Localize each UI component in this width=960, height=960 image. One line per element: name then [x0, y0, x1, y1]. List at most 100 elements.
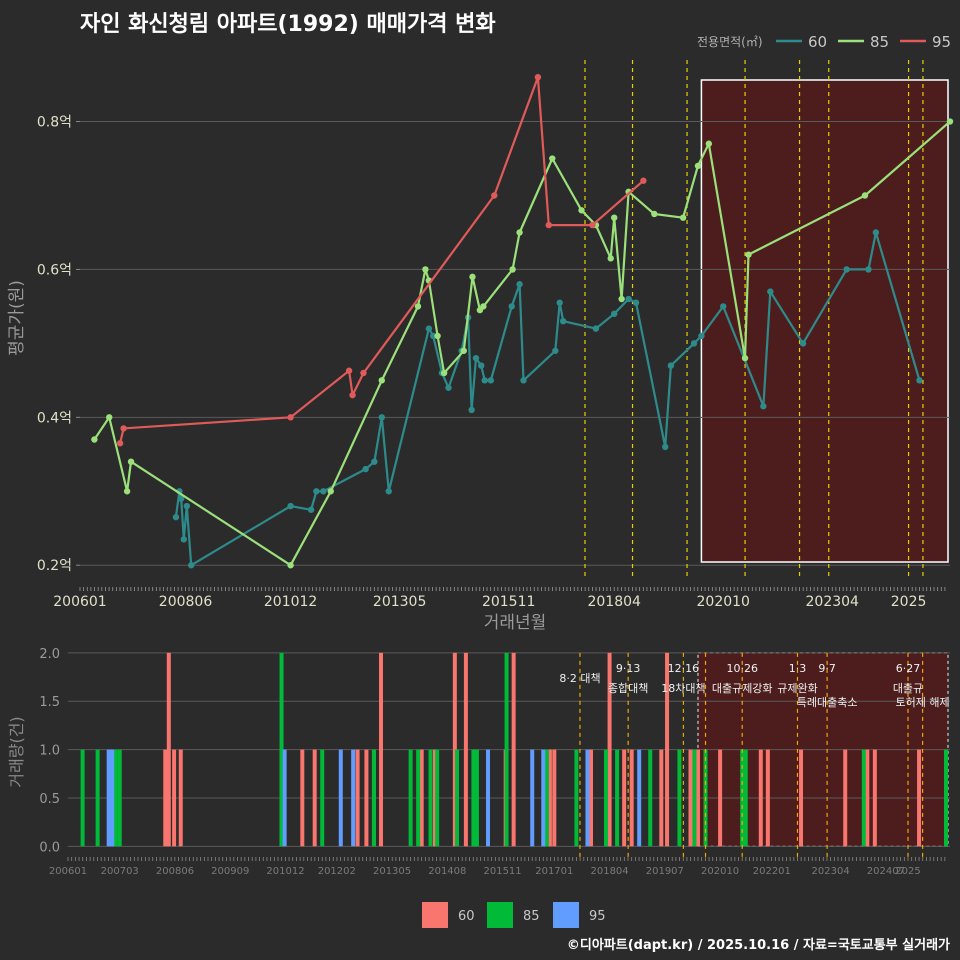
- data-point-60: [385, 488, 392, 495]
- data-point-85: [651, 210, 658, 218]
- volume-bar-60: [419, 749, 424, 847]
- volume-x-tick-label: 201305: [373, 866, 411, 877]
- data-point-60: [516, 281, 523, 288]
- data-point-85: [106, 414, 113, 421]
- policy-label-name: 18차대책: [661, 682, 705, 695]
- data-point-60: [425, 325, 433, 332]
- data-point-60: [592, 325, 600, 332]
- data-point-85: [861, 192, 869, 199]
- data-point-60: [559, 317, 567, 325]
- volume-x-tick-label: 201408: [428, 866, 466, 877]
- data-point-60: [478, 362, 485, 369]
- volume-x-tick-label: 201907: [646, 866, 684, 877]
- data-point-60: [767, 288, 774, 295]
- volume-x-tick-label: 202201: [753, 866, 791, 877]
- price-y-axis-label: 평균가(원): [7, 280, 27, 356]
- data-point-85: [127, 458, 135, 465]
- data-point-60: [690, 340, 698, 347]
- bottom-legend: 60 85 95: [422, 902, 606, 928]
- data-point-95: [287, 414, 294, 421]
- data-point-85: [578, 207, 585, 214]
- data-point-60: [556, 299, 563, 306]
- volume-bar-85: [95, 749, 100, 847]
- volume-bars: [80, 652, 948, 847]
- data-point-60: [667, 362, 675, 369]
- volume-bar-95: [541, 749, 546, 847]
- volume-bar-60: [765, 749, 770, 847]
- legend-label-60: 60: [808, 33, 827, 51]
- data-point-95: [360, 369, 367, 377]
- data-point-60: [362, 465, 369, 473]
- data-point-85: [327, 488, 334, 495]
- data-point-95: [120, 425, 127, 432]
- volume-bar-60: [312, 749, 317, 847]
- volume-bar-60: [799, 749, 804, 847]
- volume-bar-60: [589, 749, 594, 847]
- volume-x-tick-label: 202010: [701, 866, 739, 877]
- policy-label-name: 8·2 대책: [559, 672, 600, 685]
- volume-bar-60: [364, 749, 369, 847]
- price-x-tick-label: 200806: [159, 594, 213, 610]
- volume-bar-60: [622, 749, 627, 847]
- data-point-85: [509, 266, 516, 273]
- price-x-tick-label: 202010: [697, 594, 750, 610]
- price-y-tick-label: 0.8억: [37, 115, 72, 131]
- volume-bar-60: [452, 652, 457, 847]
- volume-bar-95: [338, 749, 343, 847]
- volume-bar-60: [178, 749, 183, 847]
- volume-x-tick-label: 202304: [812, 866, 850, 877]
- volume-bar-60: [665, 652, 670, 847]
- data-point-60: [508, 303, 515, 310]
- volume-bar-60: [163, 749, 168, 847]
- data-point-85: [679, 214, 687, 221]
- data-point-95: [349, 391, 356, 399]
- data-point-60: [320, 488, 327, 495]
- policy-label-date: 6·27: [896, 662, 921, 675]
- volume-bar-85: [574, 749, 579, 847]
- data-point-85: [705, 140, 713, 147]
- volume-chart-panel: 8·2 대책 9·13 종합대책 12·16 18차대책 10·26 대출규제강화 1·3 규제…: [7, 647, 950, 877]
- policy-label-date: 9·7: [818, 662, 836, 675]
- volume-bar-60: [659, 749, 664, 847]
- volume-bar-95: [530, 749, 535, 847]
- data-point-85: [422, 266, 429, 273]
- volume-bar-60: [607, 652, 612, 847]
- data-point-60: [865, 266, 872, 273]
- data-point-85: [378, 377, 385, 384]
- volume-bar-60: [758, 749, 763, 847]
- bottom-legend-label-85: 85: [523, 909, 540, 924]
- volume-bar-95: [351, 749, 356, 847]
- area-legend: 전용면적(㎡) 60 85 95: [697, 33, 951, 51]
- data-point-85: [607, 255, 614, 262]
- data-point-85: [611, 214, 618, 221]
- volume-bar-60: [300, 749, 305, 847]
- data-point-60: [520, 377, 527, 384]
- data-point-60: [487, 377, 494, 384]
- source-footer: ©디아파트(dapt.kr) / 2025.10.16 / 자료=국토교통부 실…: [566, 938, 950, 953]
- volume-x-axis: 200601 200703 200806 200909 201012 201202 2013…: [49, 857, 946, 877]
- volume-x-tick-label: 201012: [266, 866, 304, 877]
- data-point-60: [552, 347, 559, 354]
- price-x-tick-label: 201511: [482, 594, 535, 610]
- data-point-60: [371, 458, 378, 465]
- volume-bar-60: [872, 749, 877, 847]
- legend-label-95: 95: [932, 33, 951, 51]
- price-x-tick-label: 200601: [53, 594, 106, 610]
- volume-bar-60: [379, 652, 384, 847]
- data-point-85: [618, 295, 625, 303]
- data-point-60: [287, 502, 294, 510]
- bottom-legend-label-60: 60: [458, 909, 475, 924]
- volume-bar-85: [615, 749, 620, 847]
- volume-bar-85: [861, 749, 866, 847]
- data-point-85: [414, 303, 422, 310]
- volume-bar-85: [544, 749, 549, 847]
- volume-y-tick-label: 1.0: [39, 744, 60, 759]
- price-x-tick-label: 2025: [891, 594, 927, 610]
- volume-x-tick-label: 201202: [318, 866, 356, 877]
- volume-bar-60: [172, 749, 177, 847]
- price-x-tick-label: 202304: [806, 594, 860, 610]
- volume-bar-85: [80, 749, 85, 847]
- volume-bar-85: [692, 749, 697, 847]
- volume-y-tick-label: 0.5: [39, 792, 60, 807]
- policy-label-date: 1·3: [789, 662, 807, 675]
